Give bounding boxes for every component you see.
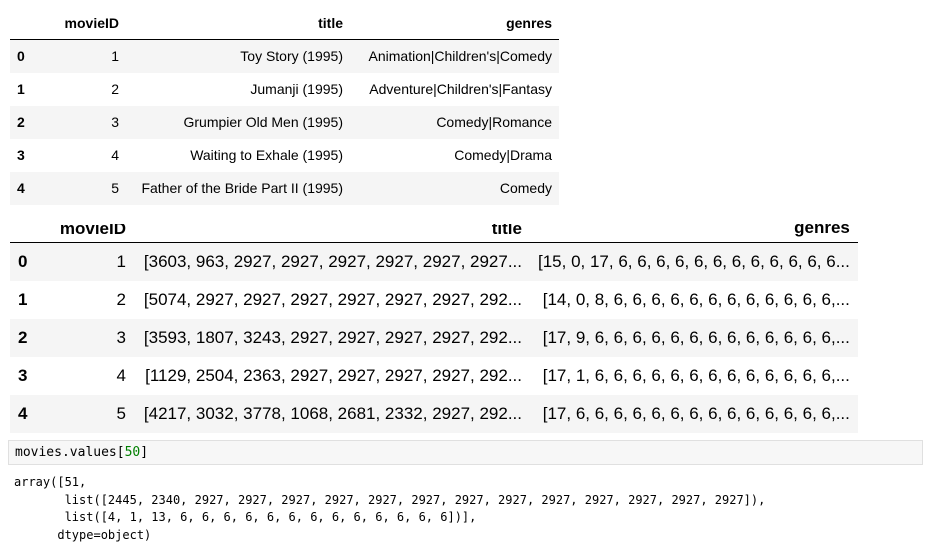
cell-movieid: 4 <box>111 147 119 163</box>
row-index: 1 <box>18 289 28 309</box>
cell-movieid: 1 <box>111 48 119 65</box>
output-line: array([51, <box>14 475 87 489</box>
cell-title: [5074, 2927, 2927, 2927, 2927, 2927, 292… <box>143 289 522 309</box>
code-text-suffix: ] <box>140 445 149 460</box>
table-row: 2 3 [3593, 1807, 3243, 2927, 2927, 2927,… <box>10 318 858 357</box>
cell-genres: [15, 0, 17, 6, 6, 6, 6, 6, 6, 6, 6, 6, 6… <box>538 251 850 271</box>
cell-movieid: 5 <box>111 180 119 196</box>
cell-movieid: 5 <box>116 403 126 423</box>
cell-movieid: 3 <box>116 327 126 347</box>
column-header-movieid: movieID <box>48 203 134 243</box>
dataframe-table-2: movieID title genres 0 1 [3603, 963, 292… <box>10 203 858 433</box>
cell-title: [4217, 3032, 3778, 1068, 2681, 2332, 292… <box>143 403 522 423</box>
cell-movieid: 2 <box>111 81 119 97</box>
cell-genres: Comedy <box>499 180 552 196</box>
row-index: 0 <box>18 251 28 271</box>
column-header-movieid: movieID <box>42 6 126 40</box>
output-line: list([4, 1, 13, 6, 6, 6, 6, 6, 6, 6, 6, … <box>14 510 477 524</box>
cell-title: Father of the Bride Part II (1995) <box>141 180 343 196</box>
row-index: 4 <box>18 403 28 423</box>
index-header <box>10 203 48 243</box>
row-index: 2 <box>18 327 28 347</box>
column-header-movieid-label: movieID <box>59 224 126 238</box>
cell-title: [1129, 2504, 2363, 2927, 2927, 2927, 292… <box>145 365 522 385</box>
row-index: 3 <box>18 365 28 385</box>
cell-title: [3603, 963, 2927, 2927, 2927, 2927, 2927… <box>143 251 522 271</box>
column-header-genres: genres <box>530 203 858 243</box>
output-line: dtype=object) <box>14 527 152 542</box>
column-header-title: title <box>126 6 350 40</box>
row-index: 1 <box>17 81 25 97</box>
column-header-title-label: title <box>491 224 522 238</box>
cell-title: Waiting to Exhale (1995) <box>190 147 343 163</box>
code-input-cell[interactable]: movies.values[50] <box>8 440 923 465</box>
cell-title: Toy Story (1995) <box>240 48 343 65</box>
table-header-row: movieID title genres <box>10 203 858 243</box>
cell-genres: Comedy|Romance <box>436 114 552 130</box>
table-row: 0 1 [3603, 963, 2927, 2927, 2927, 2927, … <box>10 242 858 281</box>
table-row: 4 5 [4217, 3032, 3778, 1068, 2681, 2332,… <box>10 394 858 433</box>
code-number: 50 <box>124 445 141 460</box>
table-row: 2 3 Grumpier Old Men (1995) Comedy|Roman… <box>10 105 559 139</box>
cell-movieid: 2 <box>116 289 126 309</box>
row-index: 4 <box>17 180 25 196</box>
cell-genres: [14, 0, 8, 6, 6, 6, 6, 6, 6, 6, 6, 6, 6,… <box>542 289 850 309</box>
cell-genres: Comedy|Drama <box>454 147 552 163</box>
cell-movieid: 4 <box>116 365 126 385</box>
cell-movieid: 3 <box>111 114 119 130</box>
dataframe-table-1: movieID title genres 0 1 Toy Story (1995… <box>10 6 559 205</box>
output-line: list([2445, 2340, 2927, 2927, 2927, 2927… <box>14 492 766 507</box>
cell-genres: [17, 6, 6, 6, 6, 6, 6, 6, 6, 6, 6, 6, 6,… <box>542 403 850 423</box>
cell-genres: [17, 1, 6, 6, 6, 6, 6, 6, 6, 6, 6, 6, 6,… <box>542 365 850 385</box>
column-header-title: title <box>134 203 530 243</box>
table-row: 1 2 [5074, 2927, 2927, 2927, 2927, 2927,… <box>10 281 858 319</box>
cell-genres: Adventure|Children's|Fantasy <box>369 81 552 97</box>
cell-title: [3593, 1807, 3243, 2927, 2927, 2927, 292… <box>143 327 522 347</box>
cell-output: array([51, list([2445, 2340, 2927, 2927,… <box>14 474 765 544</box>
row-index: 3 <box>17 147 25 163</box>
code-text: movies.values[ <box>15 445 125 460</box>
table-row: 4 5 Father of the Bride Part II (1995) C… <box>10 171 559 205</box>
cell-title: Jumanji (1995) <box>250 81 343 97</box>
cell-movieid: 1 <box>116 251 126 271</box>
table-row: 3 4 Waiting to Exhale (1995) Comedy|Dram… <box>10 139 559 172</box>
table-row: 3 4 [1129, 2504, 2363, 2927, 2927, 2927,… <box>10 357 858 395</box>
row-index: 2 <box>17 114 25 130</box>
cell-genres: Animation|Children's|Comedy <box>368 48 552 65</box>
table-row: 0 1 Toy Story (1995) Animation|Children'… <box>10 39 559 73</box>
table-row: 1 2 Jumanji (1995) Adventure|Children's|… <box>10 73 559 106</box>
cell-title: Grumpier Old Men (1995) <box>183 114 343 130</box>
column-header-genres: genres <box>350 6 559 40</box>
cell-genres: [17, 9, 6, 6, 6, 6, 6, 6, 6, 6, 6, 6, 6,… <box>542 327 850 347</box>
index-header <box>10 6 42 40</box>
row-index: 0 <box>17 48 25 65</box>
table-header-row: movieID title genres <box>10 6 559 40</box>
